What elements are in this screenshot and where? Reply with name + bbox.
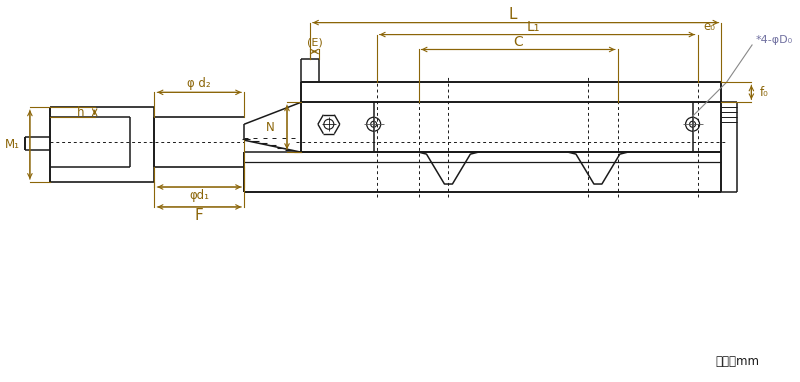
Text: M₁: M₁ [5,138,20,151]
Text: h: h [78,106,85,119]
Text: φ d₂: φ d₂ [187,77,211,90]
Text: 单位：mm: 单位：mm [715,355,759,368]
Text: L₁: L₁ [526,19,540,34]
Text: (E): (E) [306,37,322,47]
Text: e₀: e₀ [703,20,715,33]
Text: φd₁: φd₁ [190,189,210,202]
Text: C: C [514,34,523,49]
Text: N: N [266,121,275,134]
Text: f₀: f₀ [759,86,768,99]
Text: *4-φD₀: *4-φD₀ [755,34,793,45]
Text: F: F [195,209,204,223]
Text: L: L [509,7,518,22]
